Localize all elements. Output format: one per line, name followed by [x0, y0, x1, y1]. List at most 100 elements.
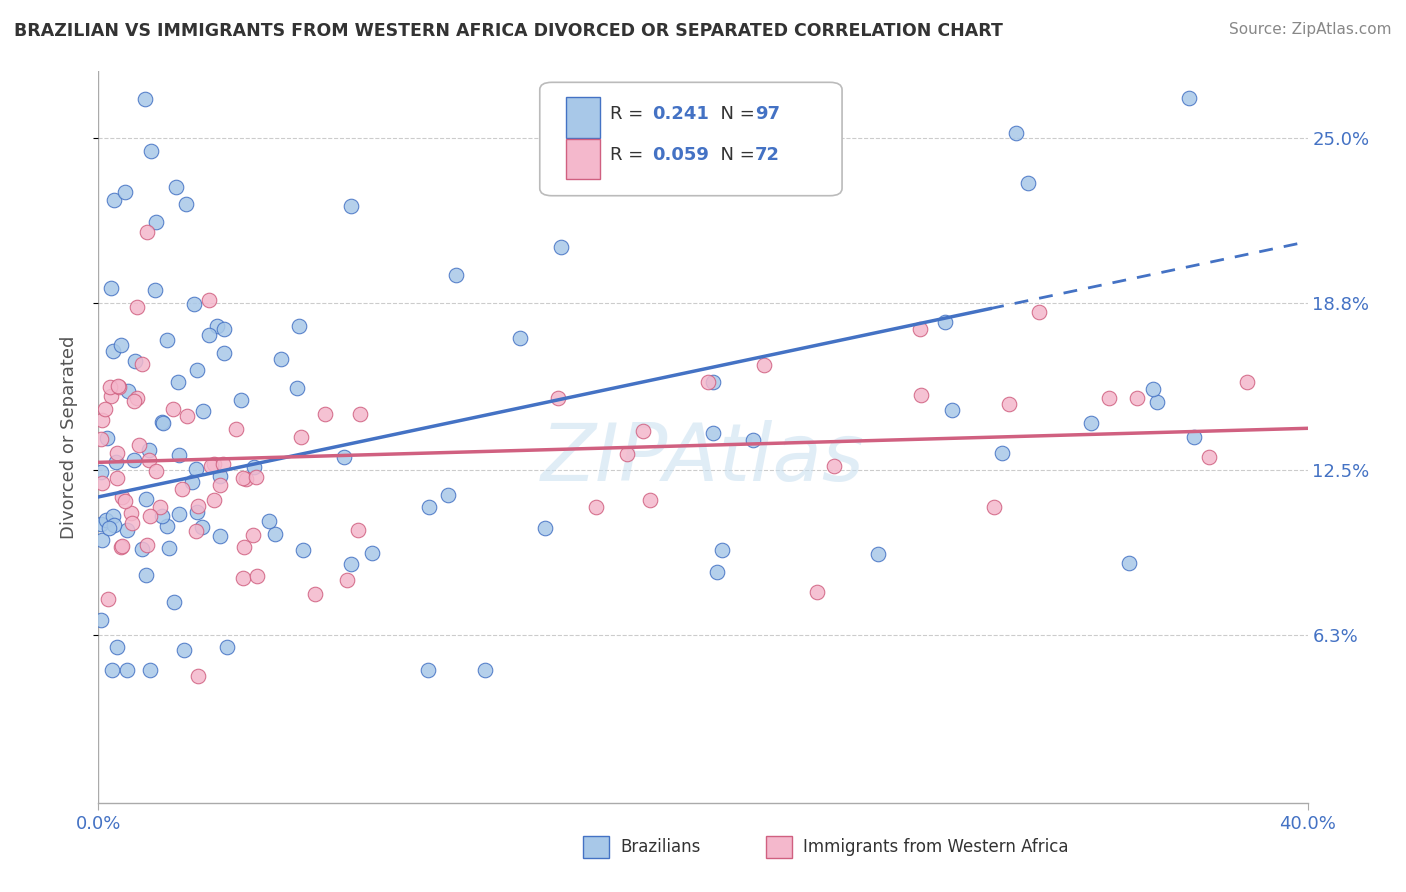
Point: [139, 144, 162, 158]
Point: [103, 508, 125, 523]
Point: [418, 500, 440, 514]
Point: [339, 199, 361, 213]
Point: [742, 433, 765, 447]
Point: [702, 375, 724, 389]
Point: [264, 527, 287, 541]
Point: [138, 442, 160, 457]
Point: [186, 524, 208, 538]
Point: [187, 499, 209, 513]
Point: [138, 663, 160, 677]
Point: [162, 402, 184, 417]
Point: [416, 663, 439, 677]
Point: [131, 541, 153, 556]
Point: [243, 460, 266, 475]
Point: [752, 359, 775, 373]
Point: [225, 421, 247, 435]
Point: [90, 517, 112, 532]
Point: [150, 508, 173, 523]
Point: [866, 547, 889, 561]
Point: [91, 533, 114, 547]
Point: [474, 663, 496, 677]
Point: [121, 506, 143, 520]
Point: [806, 585, 828, 599]
Point: [232, 571, 254, 585]
Point: [156, 334, 179, 348]
Point: [97, 521, 120, 535]
Text: N =: N =: [709, 146, 761, 164]
Y-axis label: Divorced or Separated: Divorced or Separated: [59, 335, 77, 539]
Point: [198, 327, 221, 342]
Text: 0.241: 0.241: [652, 104, 709, 123]
Point: [183, 297, 205, 311]
Point: [143, 283, 166, 297]
Point: [242, 528, 264, 542]
Text: Brazilians: Brazilians: [620, 838, 700, 856]
Point: [90, 465, 112, 479]
Point: [94, 513, 117, 527]
Point: [1142, 382, 1164, 396]
Point: [101, 343, 124, 358]
Point: [553, 109, 575, 123]
Point: [191, 404, 214, 418]
Point: [101, 663, 124, 677]
Point: [163, 594, 186, 608]
Point: [103, 518, 125, 533]
FancyBboxPatch shape: [567, 97, 600, 137]
Text: ZIPAtlas: ZIPAtlas: [541, 420, 865, 498]
Point: [152, 416, 174, 430]
Point: [291, 542, 314, 557]
Point: [180, 475, 202, 489]
Point: [229, 393, 252, 408]
Point: [184, 462, 207, 476]
Point: [212, 322, 235, 336]
Point: [114, 185, 136, 199]
Point: [97, 591, 120, 606]
FancyBboxPatch shape: [583, 836, 609, 858]
Point: [124, 394, 146, 409]
Point: [138, 453, 160, 467]
Point: [333, 450, 356, 464]
Point: [910, 388, 932, 402]
Point: [128, 438, 150, 452]
Point: [706, 565, 728, 579]
Point: [135, 225, 157, 239]
Point: [117, 384, 139, 398]
Point: [287, 381, 309, 395]
Text: N =: N =: [709, 104, 761, 123]
Point: [640, 493, 662, 508]
Point: [135, 568, 157, 582]
Point: [107, 380, 129, 394]
Point: [145, 464, 167, 478]
Point: [288, 318, 311, 333]
Point: [96, 431, 118, 445]
Point: [186, 363, 208, 377]
Point: [246, 569, 269, 583]
Text: BRAZILIAN VS IMMIGRANTS FROM WESTERN AFRICA DIVORCED OR SEPARATED CORRELATION CH: BRAZILIAN VS IMMIGRANTS FROM WESTERN AFR…: [14, 22, 1002, 40]
Point: [135, 492, 157, 507]
Point: [245, 470, 267, 484]
Point: [290, 430, 312, 444]
Point: [1028, 305, 1050, 319]
Point: [167, 448, 190, 462]
Text: Immigrants from Western Africa: Immigrants from Western Africa: [803, 838, 1069, 856]
Point: [823, 458, 845, 473]
Point: [98, 380, 121, 394]
Point: [134, 92, 156, 106]
Point: [156, 519, 179, 533]
Point: [90, 413, 112, 427]
Point: [176, 409, 198, 424]
Point: [197, 293, 219, 307]
Point: [110, 337, 132, 351]
Point: [100, 388, 122, 402]
Point: [910, 322, 932, 336]
Point: [349, 407, 371, 421]
Point: [167, 376, 190, 390]
Point: [997, 397, 1019, 411]
Point: [103, 193, 125, 207]
Point: [233, 540, 256, 554]
Point: [711, 543, 734, 558]
Point: [314, 407, 336, 421]
Point: [150, 415, 173, 429]
Point: [235, 472, 257, 486]
Point: [176, 197, 198, 211]
